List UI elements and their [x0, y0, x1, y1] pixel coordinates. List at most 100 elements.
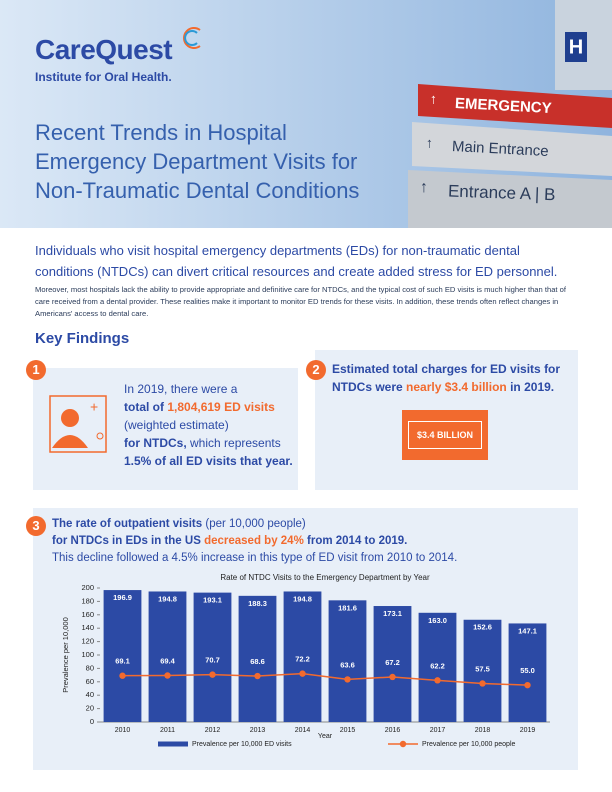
- line-point: [164, 672, 171, 679]
- chart-title: Rate of NTDC Visits to the Emergency Dep…: [220, 573, 430, 582]
- x-tick-label: 2019: [520, 727, 536, 734]
- text: This decline followed a 4.5% increase in…: [52, 552, 458, 564]
- finding-number: 2: [306, 360, 326, 380]
- text: (weighted estimate): [124, 418, 229, 432]
- text: total of: [124, 400, 164, 414]
- y-tick-label: 200: [81, 583, 94, 592]
- x-tick-label: 2017: [430, 727, 446, 734]
- intro-body: Moreover, most hospitals lack the abilit…: [35, 285, 566, 318]
- title-line: Recent Trends in Hospital: [35, 120, 287, 145]
- svg-text:+: +: [90, 399, 98, 415]
- data-label: 173.1: [383, 609, 402, 618]
- data-label: 152.6: [473, 623, 492, 632]
- svg-text:↑: ↑: [426, 135, 433, 151]
- data-label: 69.4: [160, 656, 175, 665]
- line-point: [254, 672, 261, 680]
- line-point: [524, 681, 531, 689]
- x-tick-label: 2014: [295, 727, 311, 734]
- line-point: [434, 677, 441, 684]
- bar: [283, 591, 322, 722]
- text: in 2019.: [510, 380, 555, 394]
- data-label: 194.8: [158, 594, 177, 603]
- finding-number: 3: [26, 516, 46, 536]
- bar: [103, 590, 142, 722]
- finding-text: In 2019, there were a total of 1,804,619…: [124, 380, 293, 470]
- money-icon: $3.4 BILLION: [402, 410, 488, 460]
- y-tick-label: 120: [81, 637, 94, 646]
- data-label: 163.0: [428, 616, 447, 625]
- x-tick-label: 2016: [385, 727, 401, 734]
- y-tick-label: 60: [86, 677, 94, 686]
- sign-entrance-ab: Entrance A | B: [448, 181, 556, 204]
- text: for NTDCs,: [124, 436, 187, 450]
- x-tick-label: 2013: [250, 727, 266, 734]
- text: In 2019, there were a: [124, 382, 238, 396]
- line-point: [119, 672, 126, 679]
- data-label: 194.8: [293, 594, 312, 603]
- x-tick-label: 2010: [115, 727, 131, 734]
- data-label: 193.1: [203, 596, 222, 605]
- y-axis-label: Prevalence per 10,000: [61, 617, 70, 692]
- logo: CareQuest: [35, 34, 173, 65]
- highlight: decreased by 24%: [204, 535, 304, 547]
- data-label: 196.9: [113, 593, 132, 602]
- finding-text: Estimated total charges for ED visits fo…: [332, 360, 572, 396]
- svg-text:↑: ↑: [430, 91, 437, 107]
- data-label: 68.6: [250, 657, 265, 666]
- x-tick-label: 2018: [475, 727, 491, 734]
- text: 1.5% of all ED visits that year.: [124, 454, 293, 468]
- text: from 2014 to 2019.: [307, 535, 408, 547]
- data-label: 62.2: [430, 661, 445, 670]
- title-line: Non-Traumatic Dental Conditions: [35, 178, 360, 203]
- sign-h: H: [569, 36, 583, 58]
- x-axis-label: Year: [318, 733, 333, 740]
- bar: [373, 606, 412, 722]
- bar: [463, 619, 502, 722]
- bar: [148, 591, 187, 722]
- data-label: 181.6: [338, 603, 357, 612]
- y-tick-label: 80: [86, 663, 94, 672]
- data-label: 147.1: [518, 626, 537, 635]
- line-point: [389, 673, 396, 681]
- data-label: 70.7: [205, 656, 220, 665]
- x-tick-label: 2015: [340, 727, 356, 734]
- finding-text: The rate of outpatient visits (per 10,00…: [52, 516, 572, 567]
- bar: [238, 595, 277, 722]
- bar: [328, 600, 367, 722]
- badge: $3.4 BILLION: [408, 421, 482, 449]
- header-background: H EMERGENCY ↑ Main Entrance ↑ Entrance A…: [0, 0, 612, 228]
- data-label: 63.6: [340, 660, 355, 669]
- bar: [193, 592, 232, 722]
- data-label: 55.0: [520, 666, 535, 675]
- highlight: 1,804,619 ED visits: [167, 400, 275, 414]
- line-point: [479, 680, 486, 687]
- y-tick-label: 140: [81, 623, 94, 632]
- line-point: [209, 671, 216, 678]
- line: [122, 672, 528, 686]
- highlight: nearly $3.4 billion: [406, 380, 507, 394]
- line-point: [344, 676, 351, 683]
- text: The rate of outpatient visits: [52, 518, 203, 530]
- line-point: [299, 670, 306, 677]
- x-tick-label: 2011: [160, 727, 175, 734]
- legend-label: Prevalence per 10,000 people: [422, 741, 516, 748]
- text: which represents: [190, 436, 281, 450]
- y-tick-label: 100: [81, 650, 94, 659]
- text: Estimated total charges for ED visits fo…: [332, 362, 561, 376]
- data-label: 188.3: [248, 599, 267, 608]
- legend-swatch: [399, 740, 407, 748]
- y-tick-label: 160: [81, 610, 94, 619]
- data-label: 67.2: [385, 658, 400, 667]
- bar: [508, 623, 547, 722]
- sign-emergency: EMERGENCY: [455, 95, 552, 117]
- title-line: Emergency Department Visits for: [35, 149, 358, 174]
- section-heading: Key Findings: [35, 330, 130, 347]
- y-tick-label: 40: [86, 690, 94, 699]
- bar: [418, 612, 457, 722]
- y-tick-label: 180: [81, 596, 94, 605]
- data-label: 69.1: [115, 657, 130, 666]
- x-tick-label: 2012: [205, 727, 221, 734]
- text: for NTDCs in EDs in the US: [52, 535, 201, 547]
- y-tick-label: 0: [90, 717, 94, 726]
